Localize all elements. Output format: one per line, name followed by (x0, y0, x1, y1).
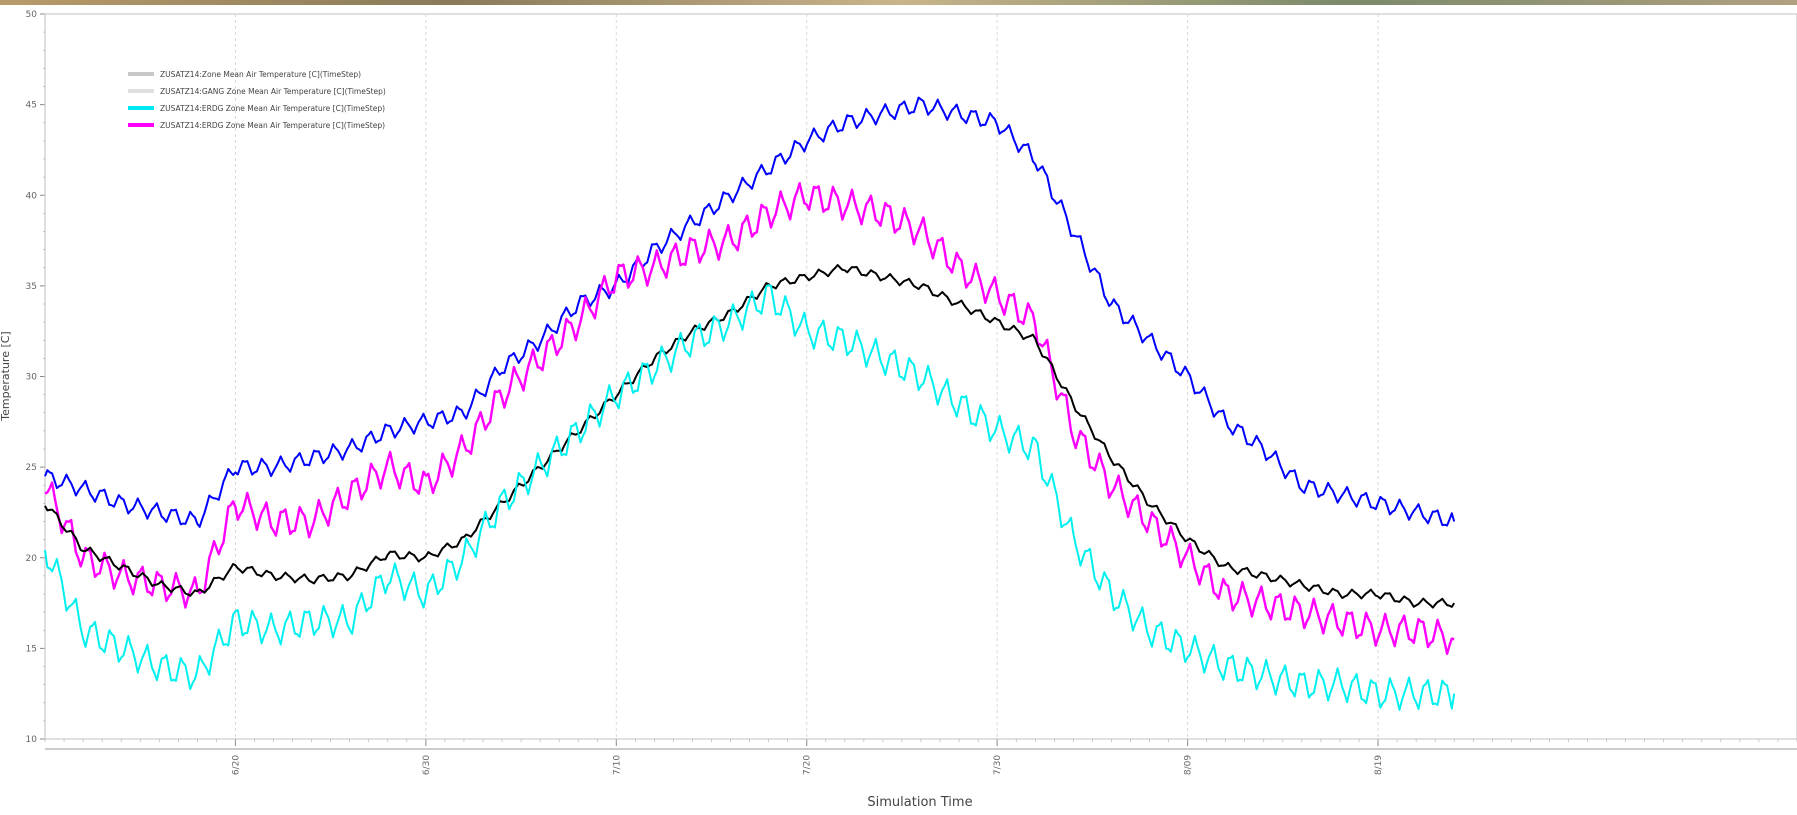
y-tick-label: 30 (26, 373, 38, 383)
x-tick-label: 6/20 (231, 755, 241, 775)
y-tick-label: 15 (26, 644, 37, 654)
plot-background (44, 13, 1797, 740)
series-line-0 (44, 96, 1456, 528)
y-tick-label: 20 (26, 554, 38, 564)
chart-container: 10 15 20 25 30 35 40 45 50 6/20 6/30 7/10 7/20 7/30 8/… (0, 6, 1797, 811)
legend: ZUSATZ14:Zone Mean Air Temperature [C](T… (128, 70, 386, 130)
legend-label: ZUSATZ14:GANG Zone Mean Air Temperature … (160, 87, 386, 96)
y-tick-label: 40 (26, 191, 38, 201)
x-tick-label: 8/19 (1374, 755, 1384, 775)
legend-label: ZUSATZ14:ERDG Zone Mean Air Temperature … (160, 121, 385, 130)
x-tick-label: 7/10 (612, 755, 622, 775)
y-axis-label: Temperature [C] (0, 331, 12, 421)
x-axis-label: Simulation Time (867, 795, 972, 810)
y-tick-label: 35 (26, 282, 37, 292)
series-lines (44, 96, 1456, 711)
x-tick-label: 7/20 (803, 755, 813, 775)
legend-swatch (128, 89, 154, 93)
x-tick-label: 7/30 (993, 755, 1003, 775)
legend-label: ZUSATZ14:ERDG Zone Mean Air Temperature … (160, 104, 385, 113)
x-tick-label: 6/30 (422, 755, 432, 775)
legend-swatch (128, 123, 154, 127)
legend-swatch (128, 72, 154, 76)
y-tick-label: 45 (26, 101, 37, 111)
top-image-strip (0, 0, 1797, 5)
x-tick-label: 8/09 (1184, 755, 1194, 775)
legend-label: ZUSATZ14:Zone Mean Air Temperature [C](T… (160, 70, 361, 79)
line-chart: 10 15 20 25 30 35 40 45 50 6/20 6/30 7/10 7/20 7/30 8/… (0, 10, 1797, 810)
y-tick-label: 50 (26, 10, 38, 20)
series-line-1 (44, 182, 1455, 655)
axes: 10 15 20 25 30 35 40 45 50 6/20 6/30 7/10 7/20 7/30 8/… (26, 10, 1797, 775)
grid-lines (234, 14, 1379, 739)
legend-swatch (128, 106, 154, 110)
y-tick-label: 25 (26, 463, 37, 473)
y-tick-label: 10 (26, 735, 38, 745)
series-line-3 (44, 284, 1456, 711)
